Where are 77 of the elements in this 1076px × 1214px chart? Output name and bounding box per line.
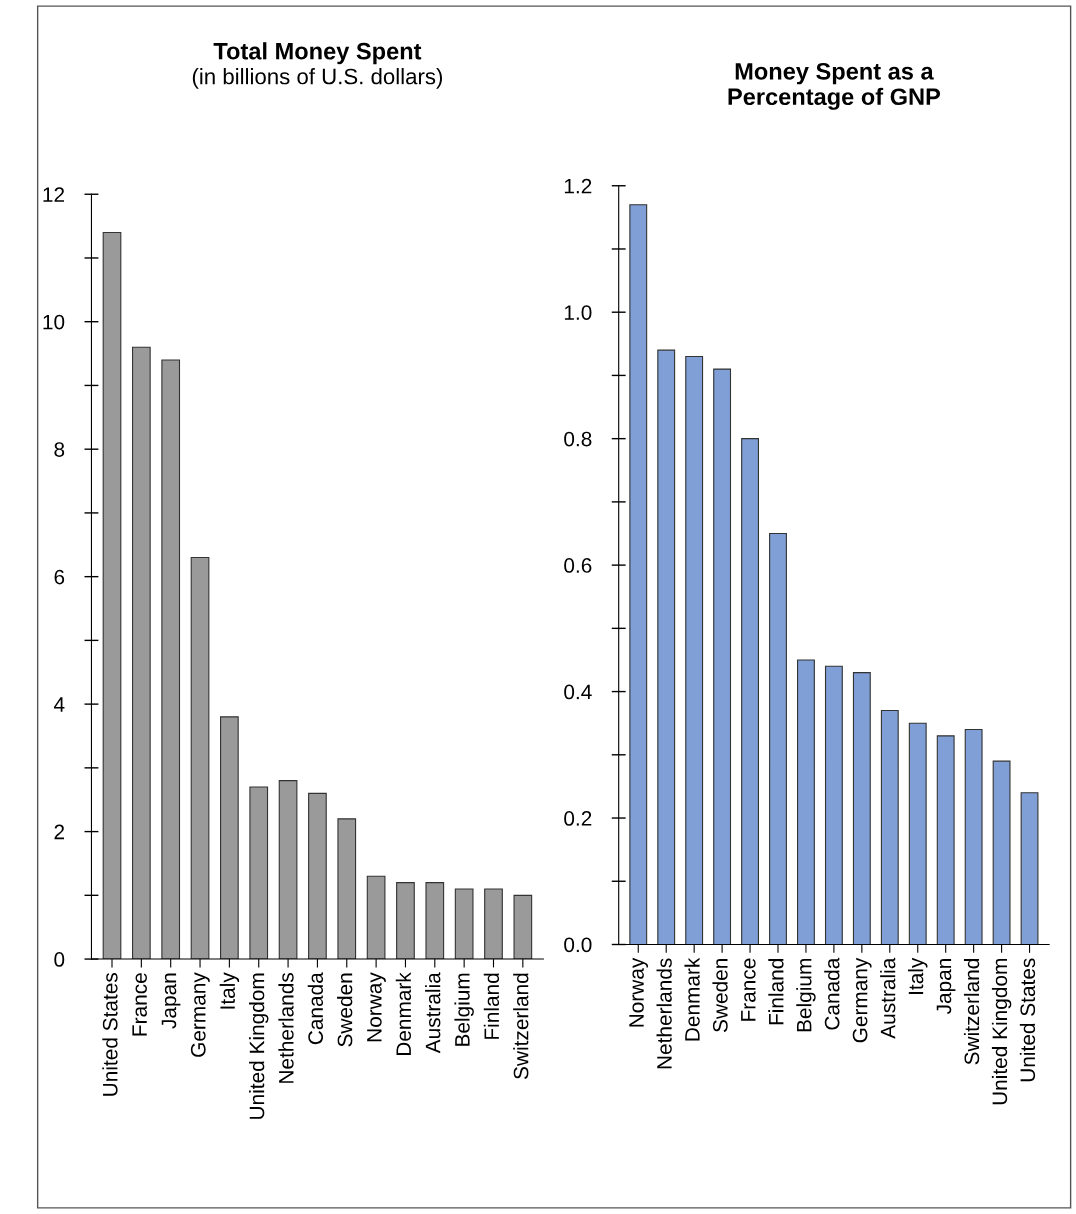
x-tick-label: Netherlands [278, 973, 294, 1083]
x-tick-label: United States [102, 973, 118, 1096]
x-tick-label: United States [1019, 958, 1036, 1082]
bar [908, 722, 927, 945]
chart-title: Total Money Spent [213, 42, 422, 65]
bar [964, 728, 983, 945]
chart-title: Money Spent as a Percentage of GNP [728, 62, 941, 110]
bar [769, 532, 787, 945]
x-tick-label: Norway [629, 957, 648, 1027]
bar [220, 716, 239, 960]
x-tick-label: United Kingdom [991, 959, 1012, 1105]
bar [880, 709, 899, 945]
bar [1020, 792, 1039, 945]
y-tick-label: 6 [54, 569, 65, 585]
y-tick-label: 4 [53, 697, 65, 712]
y-tick-label: 8 [54, 442, 65, 457]
x-tick-label: Belgium [796, 959, 816, 1032]
bar [852, 672, 871, 945]
bar [685, 355, 704, 945]
x-tick-label: Belgium [454, 973, 474, 1046]
bar [741, 438, 759, 945]
x-tick-label: Sweden [712, 959, 728, 1033]
y-tick-label: 0.6 [564, 558, 592, 573]
bar [824, 665, 843, 945]
bar [629, 204, 648, 945]
x-tick-label: Australia [425, 972, 441, 1054]
x-tick-label: France [132, 973, 147, 1036]
bar [366, 875, 386, 960]
x-tick-label: Italy [908, 957, 928, 994]
y-tick-label: 0.2 [564, 811, 592, 826]
y-tick-label: 12 [43, 187, 65, 202]
y-tick-label: 10 [43, 314, 65, 330]
y-tick-label: 0 [54, 952, 65, 967]
bar [484, 888, 503, 960]
bar [278, 780, 298, 960]
x-tick-label: Netherlands [656, 958, 672, 1069]
y-tick-label: 1.0 [564, 305, 592, 320]
y-tick-label: 2 [54, 824, 65, 840]
bar [657, 349, 676, 945]
x-tick-label: Finland [483, 973, 500, 1039]
x-tick-label: Norway [367, 972, 386, 1042]
x-tick-label: Finland [768, 959, 784, 1025]
bar [131, 346, 151, 960]
x-tick-label: Germany [852, 957, 872, 1043]
bar [337, 818, 357, 960]
y-tick-label: 0.0 [564, 937, 592, 953]
x-tick-label: France [741, 958, 756, 1021]
bar [161, 359, 181, 960]
x-tick-label: Italy [219, 972, 240, 1009]
x-tick-label: Denmark [684, 957, 700, 1041]
bar [513, 894, 533, 960]
x-tick-label: Denmark [395, 972, 412, 1056]
bar [190, 556, 210, 960]
chart-subtitle: (in billions of U.S. dollars) [192, 68, 443, 89]
x-tick-label: Switzerland [513, 973, 529, 1079]
x-tick-label: Switzerland [963, 959, 980, 1065]
x-tick-label: Sweden [337, 973, 353, 1047]
y-tick-label: 0.8 [564, 431, 592, 447]
bar [396, 882, 415, 960]
x-tick-label: United Kingdom [249, 973, 269, 1119]
bar [454, 888, 474, 960]
bar [249, 786, 269, 960]
x-tick-label: Canada [824, 957, 840, 1030]
bar [102, 231, 122, 960]
x-tick-label: Germany [190, 972, 210, 1057]
bar [713, 368, 732, 945]
x-tick-label: Australia [880, 957, 896, 1039]
x-tick-label: Japan [161, 973, 181, 1029]
bar [425, 882, 445, 960]
bar [992, 760, 1011, 945]
x-tick-label: Canada [307, 972, 324, 1045]
y-tick-label: 0.4 [564, 684, 592, 700]
bar [797, 659, 815, 945]
x-tick-label: Japan [936, 959, 956, 1015]
y-tick-label: 1.2 [564, 178, 592, 194]
bar [308, 792, 327, 960]
bar [936, 735, 955, 945]
